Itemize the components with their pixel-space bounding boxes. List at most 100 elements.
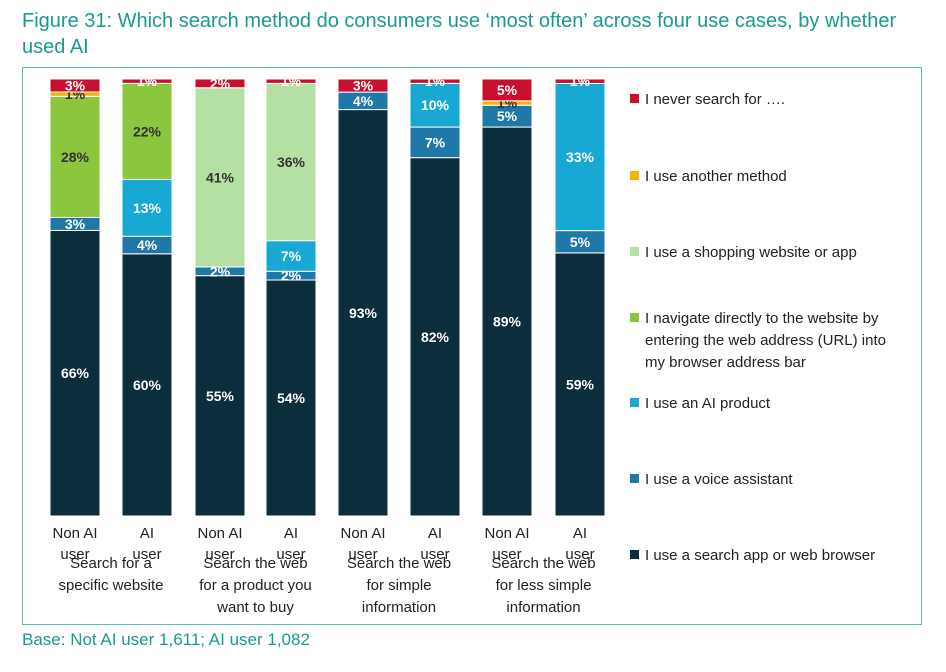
- data-label: 41%: [206, 169, 235, 185]
- data-label: 1%: [570, 73, 591, 89]
- data-label: 13%: [133, 200, 162, 216]
- legend-swatch: [630, 398, 639, 407]
- data-label: 59%: [566, 376, 595, 392]
- chart-frame: [22, 67, 922, 625]
- data-label: 3%: [65, 216, 86, 232]
- data-label: 10%: [421, 97, 450, 113]
- data-label: 5%: [497, 108, 518, 124]
- data-label: 36%: [277, 154, 306, 170]
- bar-segment: [265, 78, 317, 84]
- category-label: AI: [428, 525, 442, 542]
- group-label: for simple: [366, 577, 431, 594]
- figure-title: Figure 31: Which search method do consum…: [22, 10, 897, 58]
- bar-segment: [554, 78, 606, 84]
- category-label: AI: [284, 525, 298, 542]
- legend-label: I navigate directly to the website by: [645, 310, 879, 327]
- data-label: 93%: [349, 305, 378, 321]
- legend-label: I use a shopping website or app: [645, 244, 857, 261]
- bar-segment: [409, 126, 461, 159]
- bar-segment: [121, 78, 173, 84]
- legend-swatch: [630, 171, 639, 180]
- bar-segment: [409, 78, 461, 84]
- bar-segment: [265, 240, 317, 272]
- legend-swatch: [630, 550, 639, 559]
- data-label: 3%: [65, 77, 86, 93]
- group-label: specific website: [58, 577, 163, 594]
- data-label: 55%: [206, 388, 235, 404]
- legend-label: my browser address bar: [645, 354, 806, 371]
- data-label: 7%: [425, 134, 446, 150]
- bar-segment: [49, 95, 101, 218]
- category-label: Non AI: [52, 525, 97, 542]
- legend-label: I never search for ….: [645, 91, 785, 108]
- data-label: 66%: [61, 365, 90, 381]
- bar-segment: [409, 157, 461, 517]
- category-label: Non AI: [340, 525, 385, 542]
- group-label: information: [506, 599, 580, 616]
- bar-segment: [481, 126, 533, 517]
- category-label: user: [492, 546, 521, 563]
- bar-segment: [49, 229, 101, 517]
- category-label: user: [420, 546, 449, 563]
- bar-segment: [49, 78, 101, 93]
- category-label: user: [565, 546, 594, 563]
- data-label: 54%: [277, 390, 306, 406]
- bar-segment: [265, 82, 317, 242]
- data-label: 28%: [61, 149, 90, 165]
- category-label: Non AI: [484, 525, 529, 542]
- legend-label: I use a search app or web browser: [645, 547, 875, 564]
- bar-segment: [121, 82, 173, 181]
- data-label: 60%: [133, 377, 162, 393]
- group-label: Search the web: [203, 555, 307, 572]
- group-label: Search the web: [491, 555, 595, 572]
- bar-segment: [121, 179, 173, 237]
- data-label: 1%: [425, 73, 446, 89]
- bar-segment: [337, 109, 389, 517]
- category-label: user: [348, 546, 377, 563]
- legend-label: I use another method: [645, 168, 787, 185]
- legend-label: entering the web address (URL) into: [645, 332, 886, 349]
- data-label: 89%: [493, 314, 522, 330]
- group-label: want to buy: [216, 599, 294, 616]
- bar-segment: [265, 279, 317, 517]
- legend-swatch: [630, 247, 639, 256]
- data-label: 2%: [210, 75, 231, 91]
- data-label: 3%: [353, 78, 374, 94]
- legend-swatch: [630, 474, 639, 483]
- bar-segment: [121, 253, 173, 517]
- legend-label: I use a voice assistant: [645, 471, 793, 488]
- data-label: 1%: [137, 73, 158, 89]
- bar-segment: [194, 87, 246, 268]
- group-label: Search the web: [347, 555, 451, 572]
- category-label: user: [276, 546, 305, 563]
- legend-swatch: [630, 94, 639, 103]
- data-label: 1%: [281, 73, 302, 89]
- bar-segment: [194, 78, 246, 89]
- category-label: user: [205, 546, 234, 563]
- category-label: user: [132, 546, 161, 563]
- group-label: Search for a: [70, 555, 152, 572]
- bar-segment: [554, 252, 606, 517]
- group-label: information: [362, 599, 436, 616]
- bar-segment: [481, 78, 533, 102]
- category-label: Non AI: [197, 525, 242, 542]
- category-label: AI: [140, 525, 154, 542]
- bar-segment: [194, 275, 246, 517]
- group-label: for less simple: [496, 577, 592, 594]
- category-label: user: [60, 546, 89, 563]
- category-label: AI: [573, 525, 587, 542]
- data-label: 4%: [353, 93, 374, 109]
- base-note: Base: Not AI user 1,611; AI user 1,082: [22, 630, 310, 649]
- data-label: 4%: [137, 237, 158, 253]
- data-label: 33%: [566, 149, 595, 165]
- group-label: for a product you: [199, 577, 312, 594]
- legend-swatch: [630, 313, 639, 322]
- data-label: 82%: [421, 329, 450, 345]
- data-label: 5%: [497, 82, 518, 98]
- data-label: 22%: [133, 123, 162, 139]
- legend-label: I use an AI product: [645, 395, 771, 412]
- data-label: 7%: [281, 248, 302, 264]
- data-label: 5%: [570, 234, 591, 250]
- bar-segment: [337, 78, 389, 93]
